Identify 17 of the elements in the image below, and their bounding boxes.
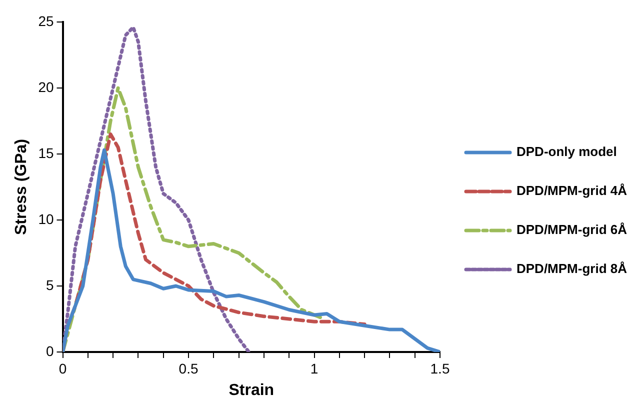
y-tick-label: 15	[38, 144, 54, 161]
line-series	[62, 26, 251, 352]
x-tick-label: 0.5	[178, 360, 198, 376]
x-tick-label: 1	[310, 360, 318, 376]
y-tick-label: 5	[46, 276, 54, 293]
x-tick-label: 1.5	[430, 360, 450, 376]
legend-label: DPD/MPM-grid 6Å	[516, 222, 628, 238]
legend-label: DPD/MPM-grid 8Å	[516, 261, 628, 276]
y-tick-label: 25	[38, 12, 54, 29]
x-tick-label: 0	[58, 360, 67, 376]
y-tick-label: 10	[38, 210, 54, 227]
x-axis-title: Strain	[228, 382, 274, 399]
legend-label: DPD/MPM-grid 4Å	[516, 183, 628, 198]
y-tick-label: 0	[46, 342, 54, 359]
y-tick-label: 20	[38, 78, 54, 95]
legend-label: DPD-only model	[516, 144, 617, 160]
y-axis-title: Stress (GPa)	[13, 138, 30, 236]
